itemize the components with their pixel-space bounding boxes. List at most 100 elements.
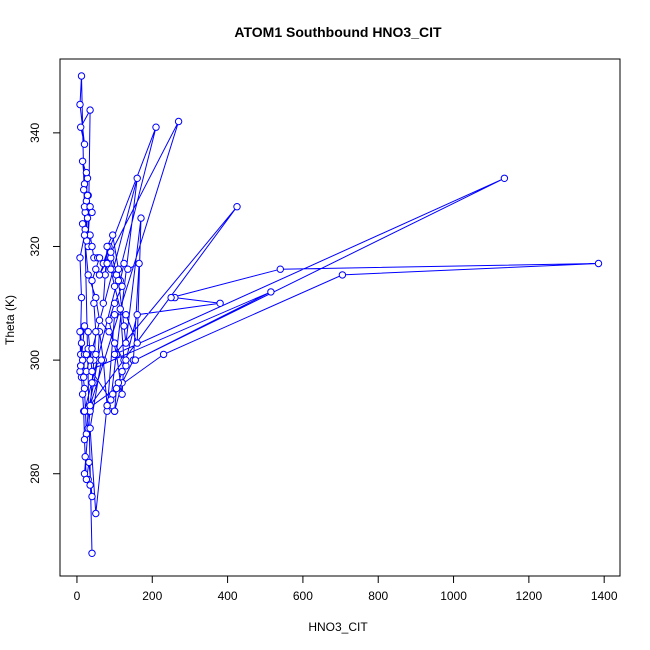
data-point [105,316,113,324]
y-tick-label: 340 [28,123,42,143]
data-point [77,339,86,347]
data-point [97,356,106,364]
data-point [80,322,89,330]
data-point [99,299,108,307]
data-point [120,259,128,268]
data-point [86,356,94,364]
data-point [152,123,160,131]
data-point [88,492,96,501]
data-point [114,265,123,273]
data-point [133,339,141,347]
x-tick-label: 0 [74,589,81,603]
x-tick-label: 1200 [516,589,543,603]
data-point [122,356,130,364]
data-point [88,379,96,387]
data-point [88,345,96,353]
data-point [118,390,126,398]
data-point [124,265,132,273]
data-point [92,265,100,273]
data-point [118,282,126,290]
data-point [86,401,94,410]
data-point [86,481,94,489]
data-point [133,174,141,183]
data-point [120,322,128,330]
plot-frame [59,58,621,577]
x-tick-label: 200 [142,589,162,603]
data-point [88,367,96,376]
data-point [82,168,91,177]
data-point [107,248,115,256]
data-point [90,299,98,307]
data-point [88,276,96,285]
data-point [80,140,89,148]
data-point [81,453,89,461]
data-point [107,265,115,273]
data-point [174,117,183,126]
data-point [233,203,241,211]
y-axis: 280 300 320 340 [28,123,61,484]
data-point [276,265,284,273]
data-point [88,549,96,557]
data-point [76,254,84,262]
data-point [95,254,104,262]
data-point [83,214,92,222]
x-tick-label: 1400 [591,589,618,603]
x-tick-label: 600 [293,589,313,603]
data-point [118,367,126,376]
y-tick-label: 320 [28,236,42,256]
data-point [500,174,509,183]
x-tick-label: 400 [218,589,238,603]
data-point [110,299,119,307]
data-point [85,458,93,467]
data-point [116,305,125,313]
data-point [76,328,84,336]
data-point [77,362,85,370]
data-point [133,311,141,319]
data-point [112,384,121,393]
data-point [122,339,130,347]
data-point [92,509,100,518]
series-group [76,72,603,557]
data-point [110,282,119,290]
data-point [95,271,104,279]
data-point [109,231,117,239]
chart-title: ATOM1 Southbound HNO3_CIT [234,24,442,40]
data-point [338,271,347,279]
data-point [110,311,119,319]
x-tick-label: 800 [368,589,388,603]
data-point [103,242,111,251]
data-point [77,293,86,302]
data-point [82,475,91,484]
data-point [92,328,100,336]
data-point [80,407,89,415]
data-point [103,259,111,268]
data-point [95,316,104,324]
data-point [86,424,94,432]
data-point [135,259,143,268]
data-point [80,186,88,194]
y-axis-label: Theta (K) [3,295,17,345]
data-point [107,396,115,404]
data-point [110,407,119,415]
data-point [122,311,130,319]
data-point [92,350,100,359]
data-point [78,390,87,398]
data-point [110,339,119,347]
data-point [131,356,140,364]
data-point [84,271,92,279]
data-point [86,106,94,114]
x-axis-label: HNO3_CIT [308,620,368,634]
data-point [167,293,175,302]
x-axis: 0 200 400 600 800 1000 1200 1400 [74,575,618,603]
x-tick-label: 1000 [440,589,467,603]
data-point [80,435,89,444]
y-tick-label: 280 [28,463,42,483]
series-line [79,75,599,554]
data-point [103,401,111,410]
data-point [88,208,96,217]
data-point [110,350,119,359]
data-point [77,123,85,131]
data-point [114,276,123,285]
data-point [88,242,96,251]
